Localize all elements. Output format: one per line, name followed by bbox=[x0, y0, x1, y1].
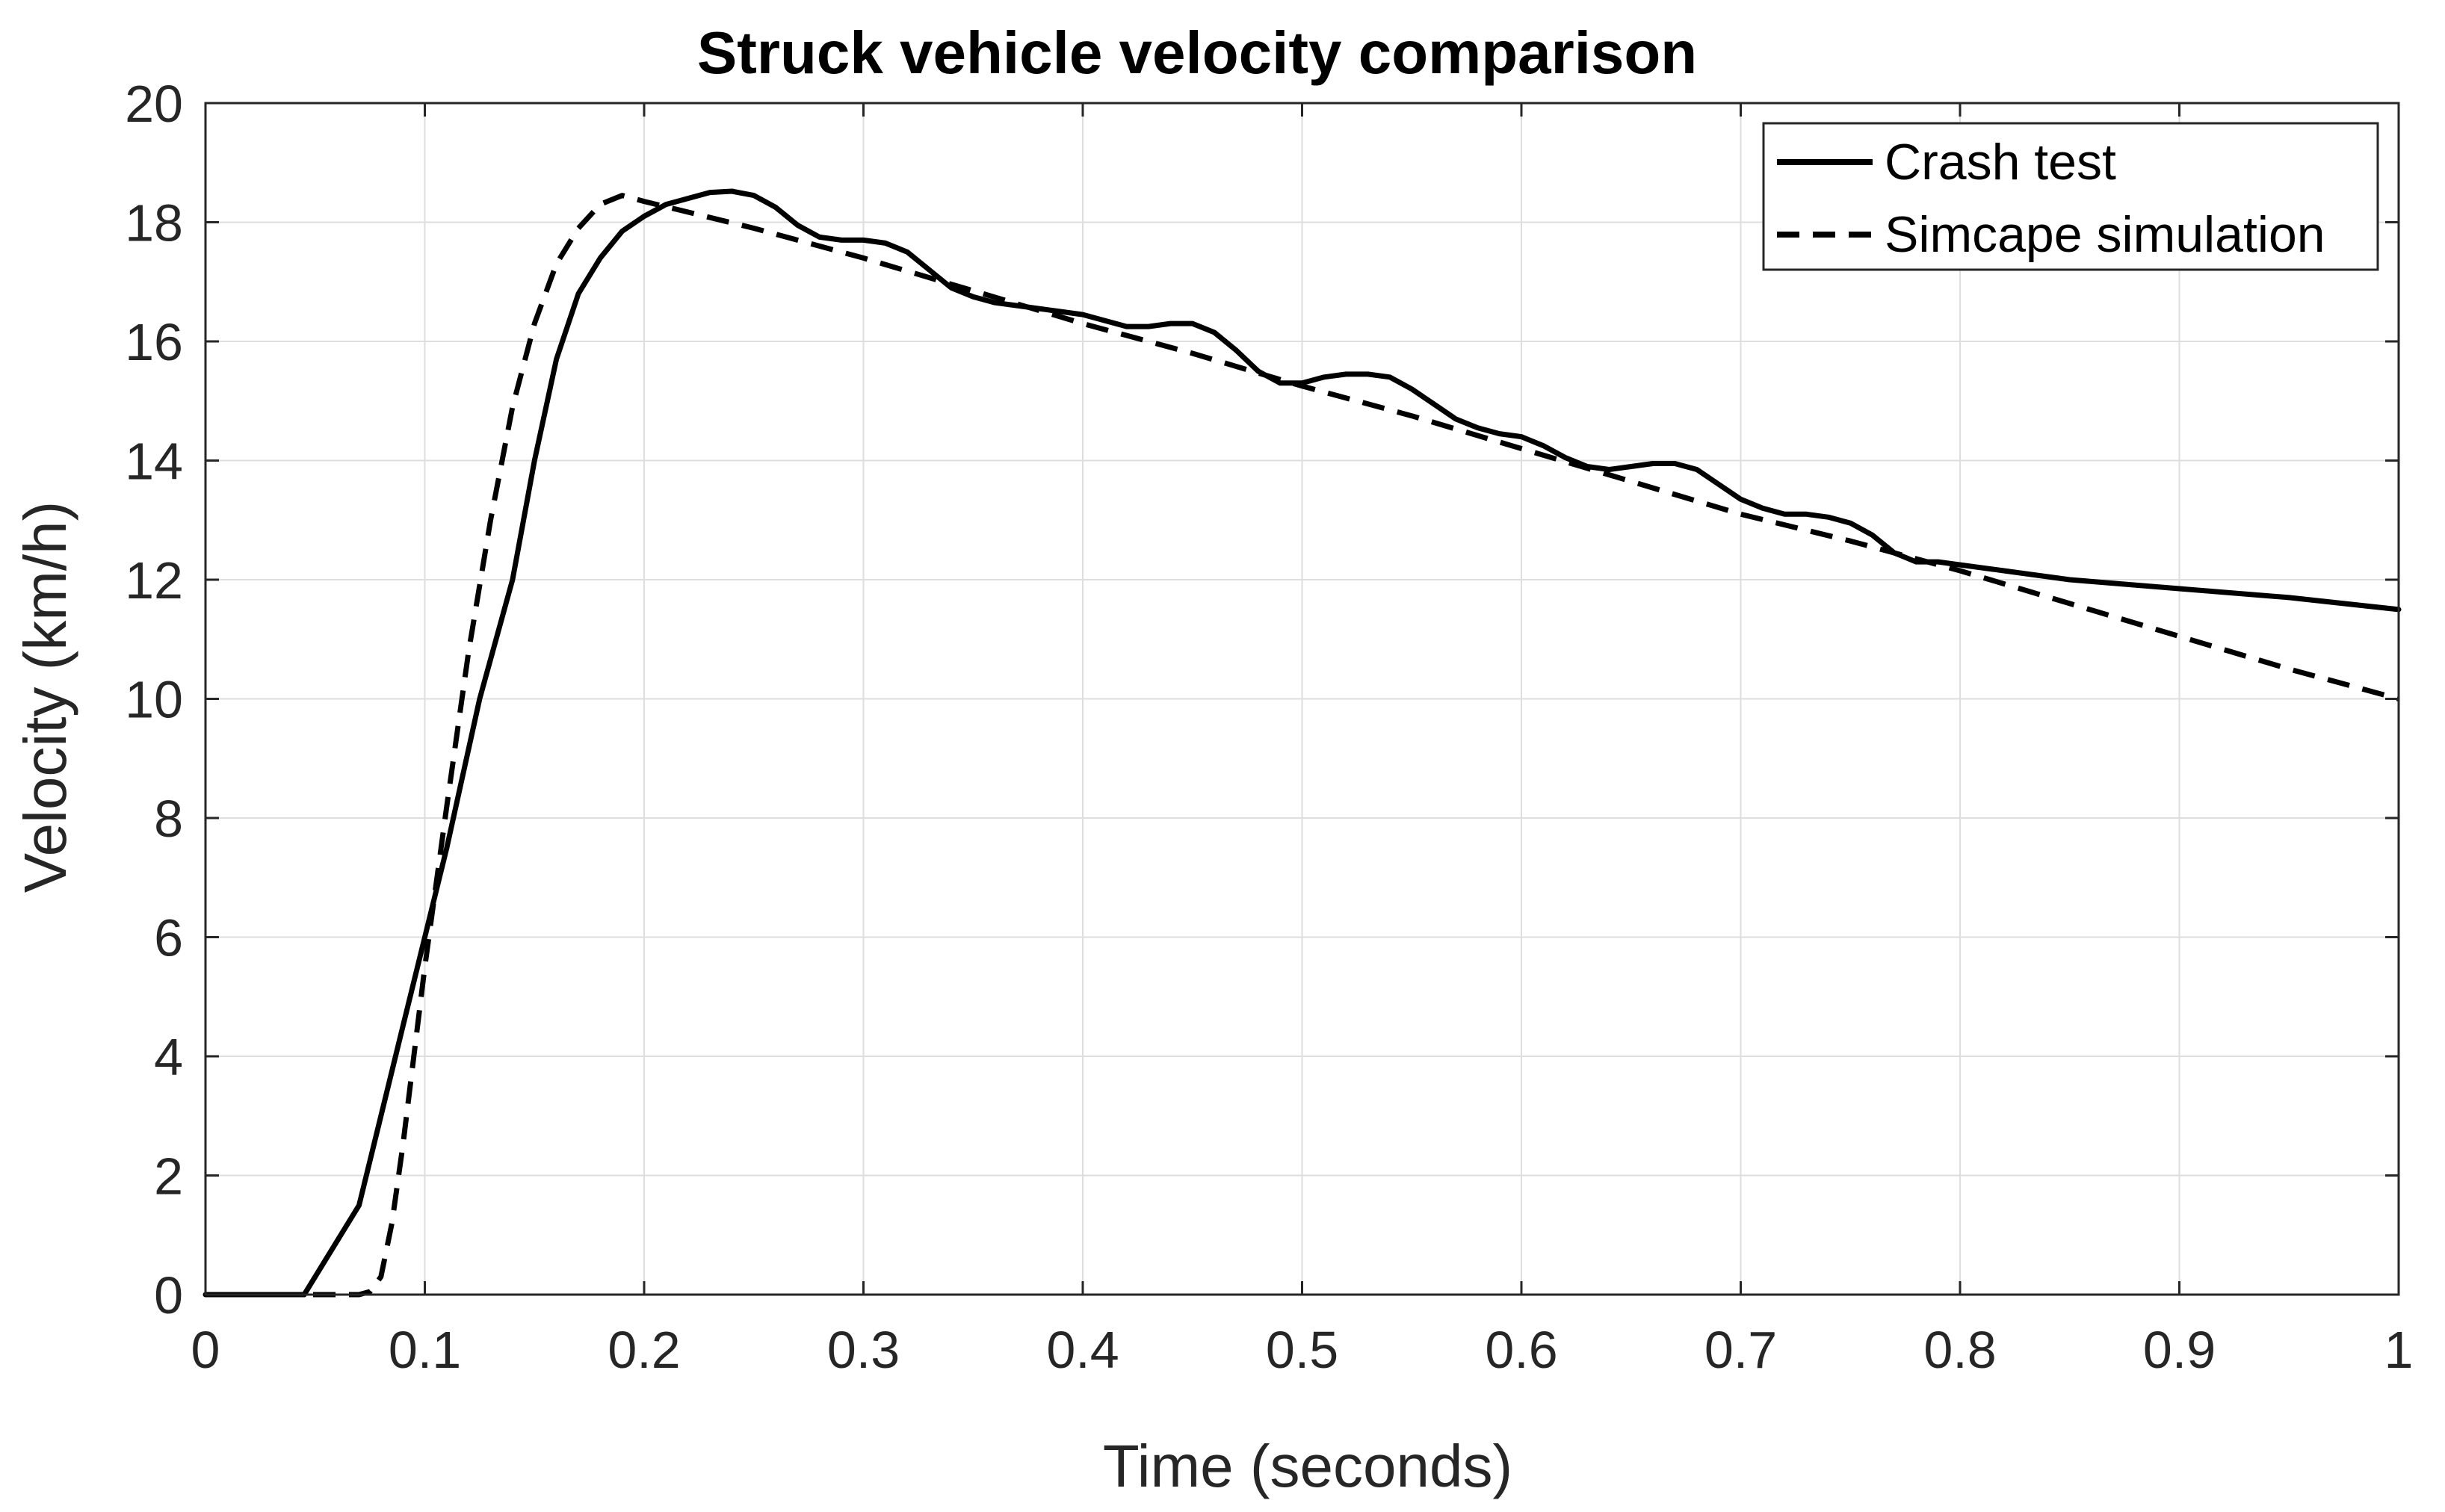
y-tick-label: 18 bbox=[125, 194, 183, 252]
y-tick-label: 12 bbox=[125, 551, 183, 610]
x-tick-label: 0.6 bbox=[1485, 1321, 1557, 1379]
x-tick-label: 1 bbox=[2384, 1321, 2414, 1379]
chart-title: Struck vehicle velocity comparison bbox=[697, 19, 1697, 86]
x-tick-label: 0.7 bbox=[1704, 1321, 1777, 1379]
series-lines bbox=[203, 188, 2402, 1298]
legend-box bbox=[1762, 122, 2379, 271]
y-axis-label: Velocity (km/h) bbox=[12, 501, 78, 893]
x-tick-label: 0.9 bbox=[2143, 1321, 2216, 1379]
x-tick-label: 0.8 bbox=[1923, 1321, 1996, 1379]
y-tick-label: 16 bbox=[125, 313, 183, 371]
y-tick-label: 6 bbox=[154, 909, 183, 967]
series-line-simcape-simulation bbox=[205, 193, 2399, 1298]
legend-label-crash-test: Crash test bbox=[1885, 134, 2116, 190]
y-tick-label: 4 bbox=[154, 1028, 183, 1086]
y-tick-label: 2 bbox=[154, 1147, 183, 1206]
y-tick-label: 20 bbox=[125, 75, 183, 133]
x-tick-label: 0 bbox=[191, 1321, 220, 1379]
legend: Crash test Simcape simulation bbox=[1762, 122, 2379, 271]
x-tick-label: 0.2 bbox=[608, 1321, 680, 1379]
x-tick-labels: 0 0.1 0.2 0.3 0.4 0.5 0.6 0.7 0.8 0.9 1 bbox=[191, 1321, 2414, 1379]
x-tick-label: 0.3 bbox=[827, 1321, 900, 1379]
x-tick-label: 0.5 bbox=[1266, 1321, 1338, 1379]
y-tick-label: 10 bbox=[125, 671, 183, 729]
y-tick-label: 14 bbox=[125, 433, 183, 491]
y-tick-label: 0 bbox=[154, 1266, 183, 1324]
grid bbox=[205, 102, 2399, 1295]
x-axis-label: Time (seconds) bbox=[1103, 1433, 1512, 1499]
x-tick-label: 0.1 bbox=[389, 1321, 461, 1379]
series-line-crash-test bbox=[203, 188, 2402, 1298]
y-tick-labels: 0 2 4 6 8 10 12 14 16 18 20 bbox=[125, 75, 183, 1324]
axis-ticks bbox=[204, 102, 2400, 1296]
x-tick-label: 0.4 bbox=[1046, 1321, 1119, 1379]
legend-label-simcape-simulation: Simcape simulation bbox=[1885, 206, 2325, 263]
y-tick-label: 8 bbox=[154, 790, 183, 848]
